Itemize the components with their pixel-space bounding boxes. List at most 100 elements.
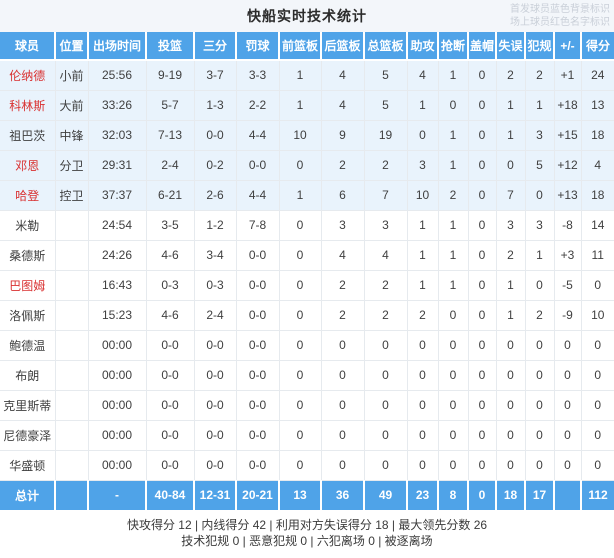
cell-blk: 0	[468, 330, 497, 361]
cell-3pt: 1-2	[194, 210, 237, 241]
cell-oreb: 0	[279, 450, 322, 481]
cell-blk: 0	[468, 210, 497, 241]
cell-position	[55, 210, 89, 241]
cell-to: 1	[496, 270, 526, 301]
stats-table-body: 伦纳德 小前 25:56 9-19 3-7 3-3 1 4 5 4 1 0 2 2 +1 24 科林斯 大前 33:…	[0, 60, 614, 510]
cell-pf: 0	[525, 270, 555, 301]
cell-minutes: 15:23	[88, 300, 147, 331]
col-header-minutes: 出场时间	[88, 32, 147, 61]
cell-ast: 0	[407, 120, 439, 151]
cell-position	[55, 330, 89, 361]
cell-ft: 0-0	[236, 240, 280, 271]
cell-treb: 4	[364, 240, 408, 271]
cell-ast: 1	[407, 270, 439, 301]
cell-pf: 2	[525, 60, 555, 91]
cell-pts: 0	[581, 360, 614, 391]
cell-oreb: 1	[279, 180, 322, 211]
player-name: 华盛顿	[0, 450, 56, 481]
cell-to: 18	[496, 479, 526, 510]
cell-pts: 11	[581, 240, 614, 271]
cell-blk: 0	[468, 180, 497, 211]
cell-ast: 1	[407, 240, 439, 271]
col-header-plusminus: +/-	[554, 32, 582, 61]
cell-pts: 0	[581, 330, 614, 361]
cell-treb: 2	[364, 300, 408, 331]
cell-fg: 9-19	[146, 60, 195, 91]
cell-plusminus: 0	[554, 360, 582, 391]
cell-fg: 0-0	[146, 360, 195, 391]
cell-plusminus	[554, 479, 582, 510]
player-name: 邓恩	[0, 150, 56, 181]
cell-position	[55, 479, 89, 510]
cell-ft: 7-8	[236, 210, 280, 241]
cell-fg: 0-3	[146, 270, 195, 301]
cell-pf: 1	[525, 240, 555, 271]
cell-pf: 1	[525, 90, 555, 121]
cell-stl: 0	[438, 360, 469, 391]
cell-stl: 0	[438, 420, 469, 451]
cell-ast: 10	[407, 180, 439, 211]
cell-stl: 1	[438, 210, 469, 241]
cell-ft: 4-4	[236, 120, 280, 151]
cell-treb: 2	[364, 150, 408, 181]
cell-dreb: 6	[321, 180, 365, 211]
cell-position	[55, 450, 89, 481]
col-header-pf: 犯规	[525, 32, 555, 61]
header-row: 球员 位置 出场时间 投篮 三分 罚球 前篮板 后篮板 总篮板 助攻 抢断 盖帽 失误 犯规 +/- 得分	[0, 32, 614, 61]
cell-plusminus: 0	[554, 420, 582, 451]
col-header-ft: 罚球	[236, 32, 280, 61]
cell-dreb: 2	[321, 150, 365, 181]
cell-pf: 0	[525, 330, 555, 361]
cell-3pt: 0-0	[194, 120, 237, 151]
cell-ast: 4	[407, 60, 439, 91]
cell-to: 1	[496, 120, 526, 151]
cell-fg: 4-6	[146, 300, 195, 331]
cell-fg: 4-6	[146, 240, 195, 271]
cell-position: 中锋	[55, 120, 89, 151]
cell-pts: 0	[581, 270, 614, 301]
cell-fg: 6-21	[146, 180, 195, 211]
cell-pf: 0	[525, 420, 555, 451]
cell-plusminus: +1	[554, 60, 582, 91]
cell-stl: 1	[438, 240, 469, 271]
cell-3pt: 0-0	[194, 450, 237, 481]
cell-minutes: 24:54	[88, 210, 147, 241]
cell-dreb: 0	[321, 450, 365, 481]
cell-pts: 10	[581, 300, 614, 331]
cell-treb: 5	[364, 60, 408, 91]
cell-plusminus: +18	[554, 90, 582, 121]
cell-blk: 0	[468, 420, 497, 451]
player-row: 布朗 00:00 0-0 0-0 0-0 0 0 0 0 0 0 0 0 0 0	[0, 360, 614, 391]
cell-ft: 0-0	[236, 450, 280, 481]
cell-ft: 3-3	[236, 60, 280, 91]
cell-blk: 0	[468, 90, 497, 121]
cell-to: 0	[496, 420, 526, 451]
cell-ft: 0-0	[236, 390, 280, 421]
cell-blk: 0	[468, 150, 497, 181]
footer-team-stats-line: 快攻得分 12 | 内线得分 42 | 利用对方失误得分 18 | 最大领先分数…	[126, 518, 488, 532]
col-header-3pt: 三分	[194, 32, 237, 61]
cell-plusminus: +13	[554, 180, 582, 211]
cell-treb: 0	[364, 330, 408, 361]
player-row: 米勒 24:54 3-5 1-2 7-8 0 3 3 1 1 0 3 3 -8 14	[0, 210, 614, 241]
cell-3pt: 0-2	[194, 150, 237, 181]
cell-plusminus: +3	[554, 240, 582, 271]
cell-oreb: 0	[279, 210, 322, 241]
player-name: 桑德斯	[0, 240, 56, 271]
cell-ast: 0	[407, 420, 439, 451]
col-header-position: 位置	[55, 32, 89, 61]
player-row: 华盛顿 00:00 0-0 0-0 0-0 0 0 0 0 0 0 0 0 0 0	[0, 450, 614, 481]
cell-position: 分卫	[55, 150, 89, 181]
cell-treb: 0	[364, 420, 408, 451]
cell-minutes: 00:00	[88, 390, 147, 421]
cell-treb: 2	[364, 270, 408, 301]
cell-to: 2	[496, 240, 526, 271]
player-name: 布朗	[0, 360, 56, 391]
cell-oreb: 0	[279, 150, 322, 181]
cell-pf: 0	[525, 390, 555, 421]
cell-plusminus: -5	[554, 270, 582, 301]
col-header-blk: 盖帽	[468, 32, 497, 61]
cell-to: 1	[496, 90, 526, 121]
cell-blk: 0	[468, 270, 497, 301]
cell-ft: 0-0	[236, 330, 280, 361]
